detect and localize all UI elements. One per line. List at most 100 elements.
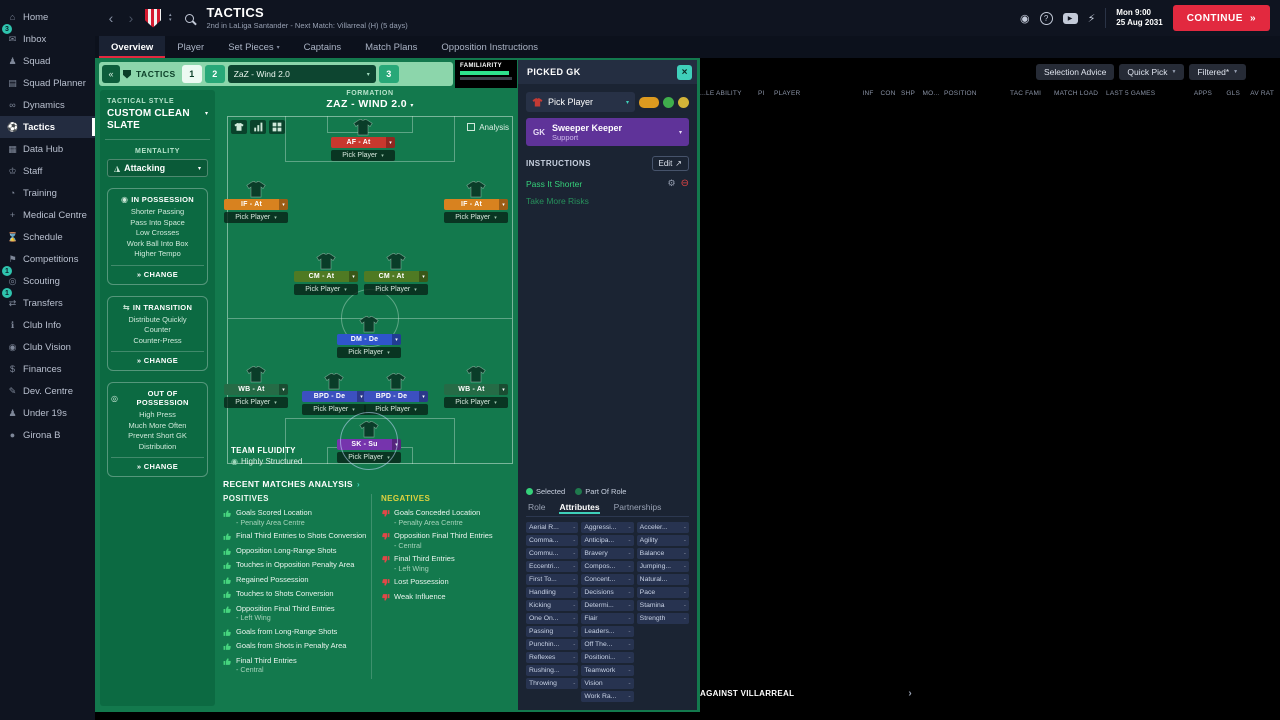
sidebar-item[interactable]: ♟ Squad xyxy=(0,50,95,72)
player-role-chip[interactable]: DM - De ▾ xyxy=(337,334,401,345)
mentality-dropdown[interactable]: ◮ Attacking ▾ xyxy=(107,159,208,177)
video-icon[interactable]: ▶ xyxy=(1062,12,1078,24)
positive-item[interactable]: Goals Scored Location - Penalty Area Cen… xyxy=(223,508,371,527)
pick-player-dropdown[interactable]: Pick Player ▾ xyxy=(337,347,401,358)
chevron-down-icon[interactable]: ▾ xyxy=(419,271,428,282)
section-tab[interactable]: Captains xyxy=(303,41,342,53)
sidebar-item[interactable]: + Medical Centre xyxy=(0,204,95,226)
pick-player-dropdown[interactable]: Pick Player ▾ xyxy=(337,452,401,463)
negative-item[interactable]: Final Third Entries - Left Wing xyxy=(381,554,519,573)
player-role-chip[interactable]: SK - Su ▾ xyxy=(337,439,401,450)
help-icon[interactable]: ? xyxy=(1039,11,1053,25)
tactic-preset-dropdown[interactable]: ZaZ - Wind 2.0 ▾ xyxy=(227,65,376,83)
column-header[interactable]: SHP xyxy=(901,90,915,97)
change-button[interactable]: » CHANGE xyxy=(111,264,204,279)
close-icon[interactable]: × xyxy=(677,64,692,80)
tactic-slot-1[interactable]: 1 xyxy=(181,65,202,83)
quick-pick-button[interactable]: Quick Pick ▼ xyxy=(1119,64,1185,80)
column-header[interactable]: CON xyxy=(880,90,896,97)
player-role-chip[interactable]: IF - At ▾ xyxy=(224,199,288,210)
formation-name-dropdown[interactable]: ZAZ - WIND 2.0 ▾ xyxy=(326,98,414,110)
collapse-button[interactable]: « xyxy=(102,65,120,83)
column-header[interactable]: PI xyxy=(758,90,765,97)
tactic-slot-3[interactable]: 3 xyxy=(378,65,399,83)
chevron-down-icon[interactable]: ▾ xyxy=(419,391,428,402)
chevron-down-icon[interactable]: ▾ xyxy=(349,271,358,282)
pitch-player[interactable]: BPD - De ▾ Pick Player ▾ xyxy=(302,373,366,415)
zap-icon[interactable]: ⚡ xyxy=(1087,12,1096,25)
player-role-chip[interactable]: WB - At ▾ xyxy=(224,384,288,395)
chevron-down-icon[interactable]: ▾ xyxy=(279,199,288,210)
column-header[interactable]: APPS xyxy=(1193,90,1212,97)
remove-instruction-icon[interactable]: ⊖ xyxy=(680,178,689,189)
chevron-down-icon[interactable]: ▾ xyxy=(499,384,508,395)
column-header[interactable]: TAC FAMI xyxy=(1010,90,1042,97)
positive-item[interactable]: Regained Possession xyxy=(223,575,371,585)
positive-item[interactable]: Final Third Entries to Shots Conversion xyxy=(223,531,371,541)
sidebar-item[interactable]: 1 ◎ Scouting xyxy=(0,266,95,292)
pitch-player[interactable]: AF - At ▾ Pick Player ▾ xyxy=(331,119,395,161)
back-arrow-icon[interactable]: ‹ xyxy=(108,10,114,26)
sidebar-item[interactable]: ⚽ Tactics xyxy=(0,116,95,138)
tactic-slot-2[interactable]: 2 xyxy=(204,65,225,83)
column-header[interactable]: PLAYER xyxy=(774,90,801,97)
sidebar-item[interactable]: 3 ✉ Inbox xyxy=(0,24,95,50)
globe-icon[interactable]: ◉ xyxy=(1019,12,1030,25)
forward-arrow-icon[interactable]: › xyxy=(128,10,134,26)
pick-player-dropdown[interactable]: Pick Player ▾ xyxy=(302,404,366,415)
pitch-player[interactable]: IF - At ▾ Pick Player ▾ xyxy=(224,181,288,223)
chevron-down-icon[interactable]: ▾ xyxy=(386,137,395,148)
chevron-down-icon[interactable]: ▾ xyxy=(357,391,366,402)
sidebar-item[interactable]: $ Finances xyxy=(0,358,95,380)
sidebar-item[interactable]: ⌛ Schedule xyxy=(0,226,95,248)
pick-player-dropdown[interactable]: Pick Player ▾ xyxy=(294,284,358,295)
sidebar-item[interactable]: ⌂ Home xyxy=(0,6,95,28)
column-header[interactable]: ...LE ABILITY xyxy=(700,90,742,97)
recent-matches-analysis-link[interactable]: RECENT MATCHES ANALYSIS › xyxy=(223,479,360,489)
negative-item[interactable]: Opposition Final Third Entries - Central xyxy=(381,531,519,550)
pick-player-dropdown[interactable]: Pick Player ▾ xyxy=(224,397,288,408)
section-tab[interactable]: Overview xyxy=(99,36,166,58)
sidebar-item[interactable]: ● Girona B xyxy=(0,424,95,446)
positive-item[interactable]: Final Third Entries - Central xyxy=(223,656,371,674)
player-role-chip[interactable]: CM - At ▾ xyxy=(364,271,428,282)
chevron-down-icon[interactable]: ▾ xyxy=(279,384,288,395)
chevron-down-icon[interactable]: ▾ xyxy=(392,334,401,345)
sidebar-item[interactable]: ✎ Dev. Centre xyxy=(0,380,95,402)
section-tab[interactable]: Opposition Instructions xyxy=(441,41,539,53)
negative-item[interactable]: Lost Possession xyxy=(381,577,519,587)
stats-view-button[interactable] xyxy=(250,120,266,134)
shirt-view-button[interactable] xyxy=(231,120,247,134)
pitch-player[interactable]: CM - At ▾ Pick Player ▾ xyxy=(294,253,358,295)
pitch-player[interactable]: WB - At ▾ Pick Player ▾ xyxy=(444,366,508,408)
pick-player-dropdown[interactable]: Pick Player ▾ xyxy=(444,397,508,408)
column-header[interactable]: MATCH LOAD xyxy=(1054,90,1099,97)
instruction-pass-it-shorter[interactable]: Pass It Shorter ⚙ ⊖ xyxy=(526,178,689,189)
positive-item[interactable]: Goals from Long-Range Shots xyxy=(223,627,371,637)
sidebar-item[interactable]: 1 ⇄ Transfers xyxy=(0,288,95,314)
crest-cycle-icons[interactable]: ▴ ▾ xyxy=(169,12,172,23)
search-icon[interactable] xyxy=(184,13,194,23)
positive-item[interactable]: Goals from Shots in Penalty Area xyxy=(223,641,371,651)
column-header[interactable]: AV RAT xyxy=(1250,90,1274,97)
positive-item[interactable]: Touches in Opposition Penalty Area xyxy=(223,560,371,570)
pitch-player[interactable]: BPD - De ▾ Pick Player ▾ xyxy=(364,373,428,415)
negative-item[interactable]: Goals Conceded Location - Penalty Area C… xyxy=(381,508,519,527)
filter-button[interactable]: Filtered* ▼ xyxy=(1189,64,1247,80)
pick-player-dropdown[interactable]: Pick Player ▾ xyxy=(331,150,395,161)
pitch-player[interactable]: DM - De ▾ Pick Player ▾ xyxy=(337,316,401,358)
pick-player-dropdown[interactable]: Pick Player ▾ xyxy=(364,284,428,295)
column-header[interactable]: INF xyxy=(862,90,874,97)
sidebar-item[interactable]: ▤ Squad Planner xyxy=(0,72,95,94)
chevron-down-icon[interactable]: ▾ xyxy=(499,199,508,210)
gk-pick-player-dropdown[interactable]: Pick Player ▾ xyxy=(526,92,635,112)
change-button[interactable]: » CHANGE xyxy=(111,351,204,365)
club-crest[interactable] xyxy=(145,8,161,28)
sidebar-item[interactable]: ♔ Staff xyxy=(0,160,95,182)
against-villarreal-link[interactable]: AGAINST VILLARREAL › xyxy=(700,688,912,699)
sidebar-item[interactable]: ⚑ Competitions xyxy=(0,248,95,270)
player-role-chip[interactable]: AF - At ▾ xyxy=(331,137,395,148)
pick-player-dropdown[interactable]: Pick Player ▾ xyxy=(224,212,288,223)
gear-icon[interactable]: ⚙ xyxy=(667,178,676,188)
pitch-player[interactable]: WB - At ▾ Pick Player ▾ xyxy=(224,366,288,408)
